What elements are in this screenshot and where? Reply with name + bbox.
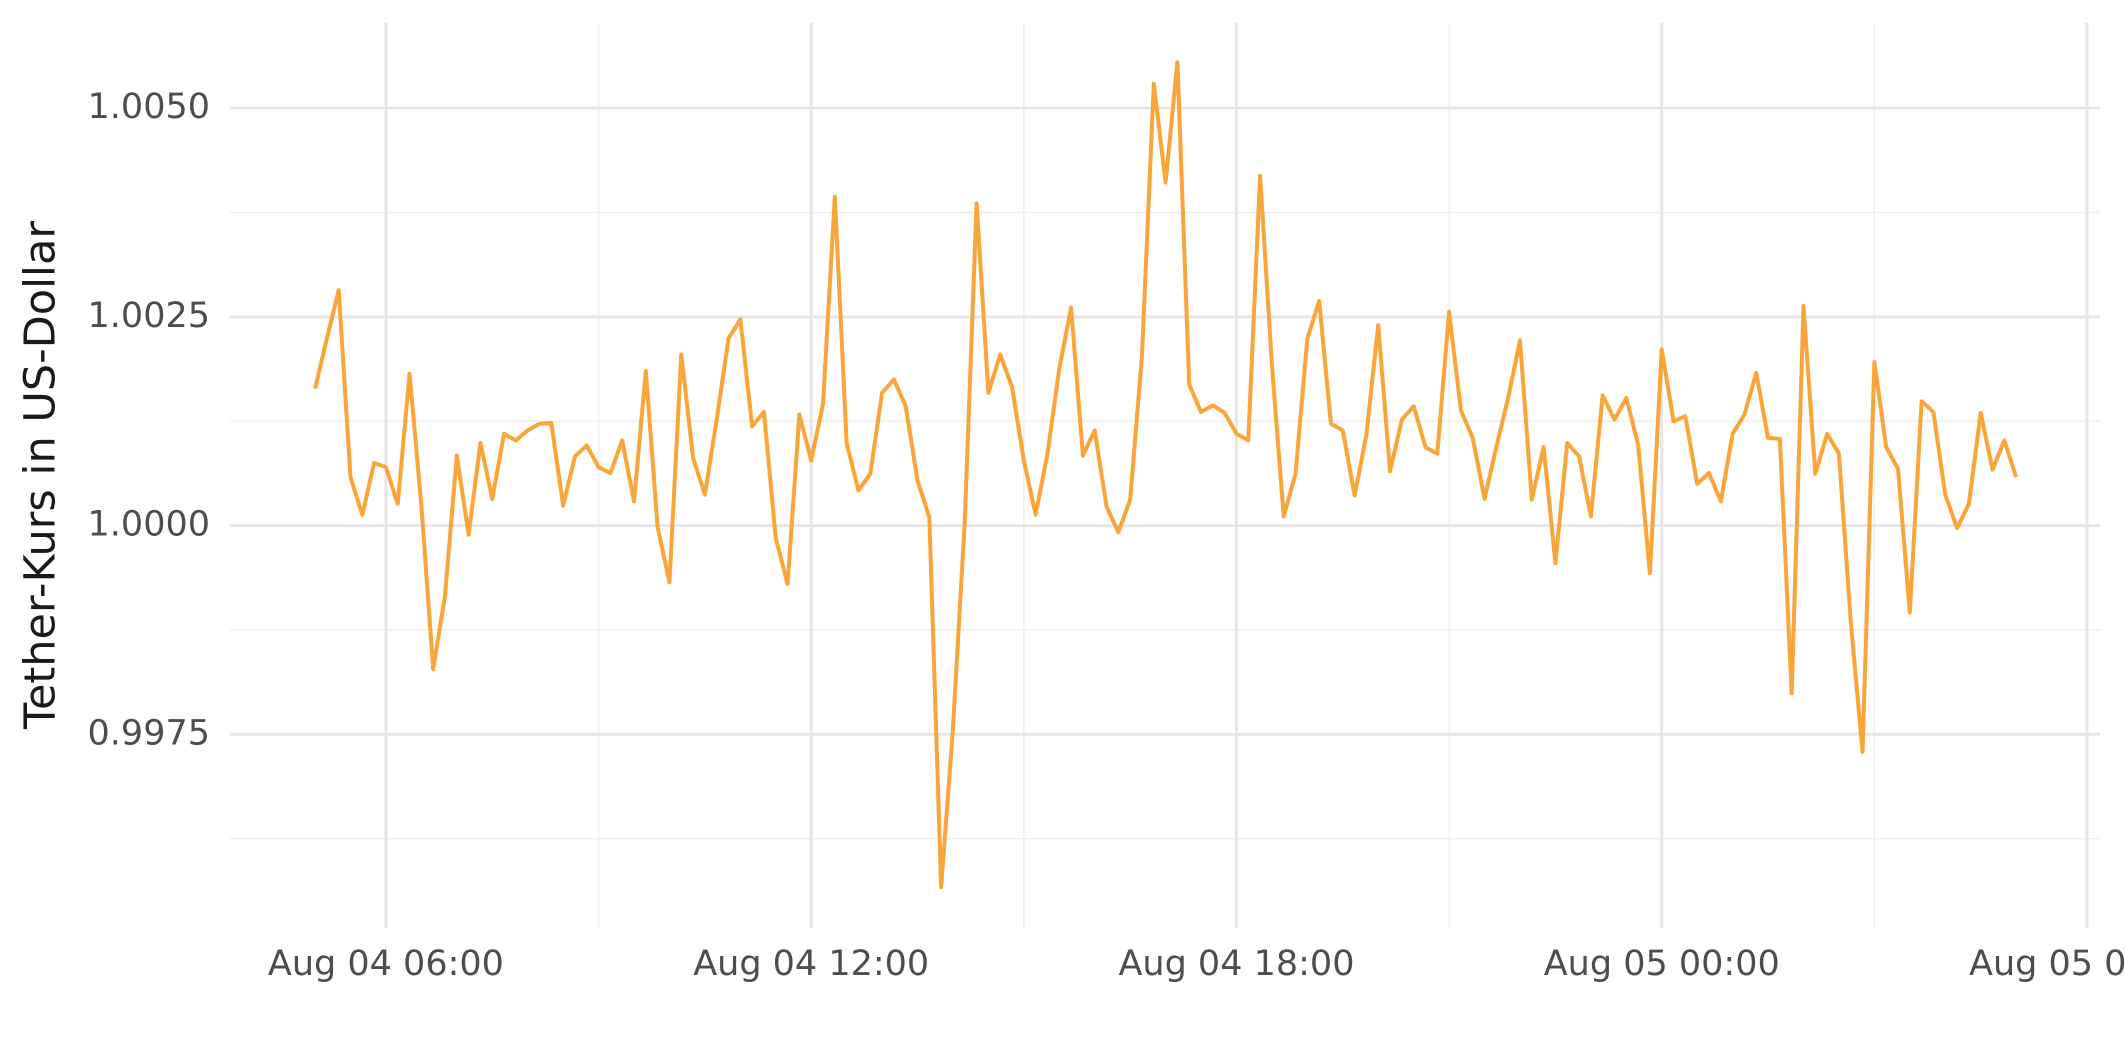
y-tick-label: 1.0050 (88, 87, 210, 127)
x-tick-label: Aug 05 00:00 (1544, 944, 1780, 984)
x-tick-label: Aug 04 06:00 (268, 944, 504, 984)
x-tick-label: Aug 05 06:00 (1969, 944, 2125, 984)
y-axis-label: Tether-Kurs in US-Dollar (16, 221, 66, 730)
x-tick-label: Aug 04 18:00 (1118, 944, 1354, 984)
price-line (313, 60, 2019, 890)
y-tick-label: 1.0025 (88, 296, 210, 336)
y-tick-label: 0.9975 (88, 713, 210, 753)
grid (230, 23, 2100, 928)
plot-marks (313, 60, 2019, 890)
x-tick-label: Aug 04 12:00 (693, 944, 929, 984)
y-tick-label: 1.0000 (88, 505, 210, 545)
